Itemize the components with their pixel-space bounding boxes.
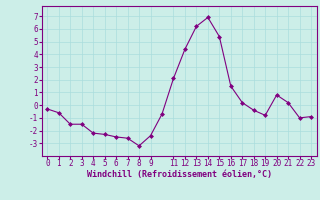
X-axis label: Windchill (Refroidissement éolien,°C): Windchill (Refroidissement éolien,°C) (87, 170, 272, 179)
